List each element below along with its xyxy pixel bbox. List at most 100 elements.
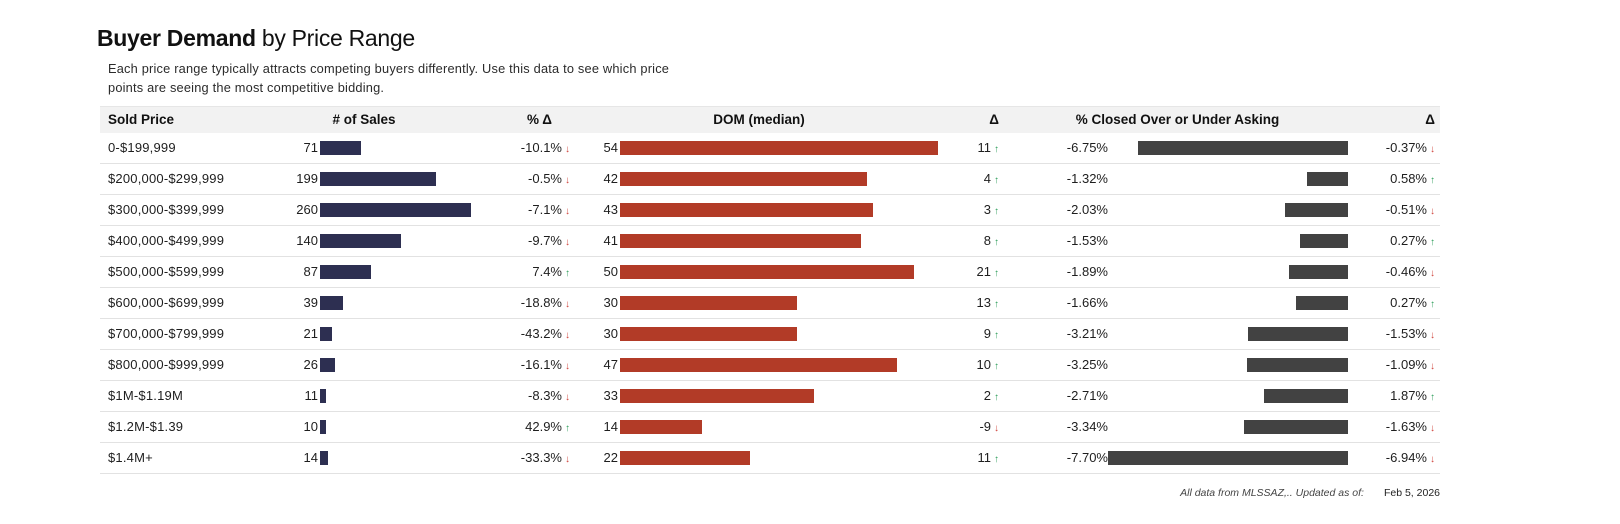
closed-delta: -1.53% ↓ [1350, 326, 1440, 341]
sales-bar-cell [318, 226, 478, 256]
table-row: $1.4M+ 14 -33.3% ↓ 22 11 ↑ -7.70% -6.94% ↓ [100, 443, 1440, 474]
closed-delta-value: 1.87% [1390, 388, 1427, 404]
sales-count: 71 [303, 140, 318, 156]
sales-pct-change-value: -0.5% [528, 171, 562, 187]
sales-pct-change-value: -33.3% [520, 450, 562, 466]
price-range-label: $500,000-$599,999 [108, 264, 225, 280]
dom-delta: 2 ↑ [948, 388, 1005, 403]
page-title: Buyer Demand by Price Range [97, 26, 1440, 50]
closed-bar [1108, 450, 1348, 465]
down-arrow-icon: ↓ [1430, 206, 1435, 218]
dom-bar-cell [618, 412, 948, 442]
closed-pct-value: -1.32% [1066, 171, 1108, 187]
sales-pct-change: 42.9% ↑ [478, 419, 570, 434]
dom-delta: 4 ↑ [948, 171, 1005, 186]
table-row: $400,000-$499,999 140 -9.7% ↓ 41 8 ↑ -1.53% 0.27… [100, 226, 1440, 257]
closed-bar [1300, 233, 1348, 248]
dom-bar [620, 326, 797, 341]
sales-count: 11 [304, 388, 319, 404]
sales-pct-change-value: -8.3% [528, 388, 562, 404]
closed-delta-value: -1.53% [1385, 326, 1427, 342]
sales-count: 10 [303, 419, 318, 435]
sales-pct-change-value: -9.7% [528, 233, 562, 249]
dom-bar [620, 171, 867, 186]
table-row: 0-$199,999 71 -10.1% ↓ 54 11 ↑ -6.75% -0.37% ↓ [100, 133, 1440, 164]
dom-bar [620, 140, 938, 155]
closed-pct-value: -3.34% [1066, 419, 1108, 435]
dom-bar-cell [618, 226, 948, 256]
closed-delta: -0.51% ↓ [1350, 202, 1440, 217]
sales-bar [320, 326, 332, 341]
sales-bar [320, 357, 335, 372]
closed-delta: -6.94% ↓ [1350, 450, 1440, 465]
closed-pct-value: -2.71% [1066, 388, 1108, 404]
closed-delta-value: -0.51% [1385, 202, 1427, 218]
dom-delta: 3 ↑ [948, 202, 1005, 217]
closed-bar [1264, 388, 1348, 403]
down-arrow-icon: ↓ [1430, 423, 1435, 435]
closed-bar [1248, 326, 1348, 341]
price-range-label: $200,000-$299,999 [108, 171, 225, 187]
dom-delta: 21 ↑ [948, 264, 1005, 279]
up-arrow-icon: ↑ [1430, 237, 1435, 249]
dom-value: 43 [603, 202, 618, 218]
dom-bar-cell [618, 133, 948, 163]
sales-bar-cell [318, 381, 478, 411]
sales-pct-change: -10.1% ↓ [478, 140, 570, 155]
sales-count: 260 [296, 202, 318, 218]
sales-count: 199 [296, 171, 318, 187]
column-header-closed-delta: Δ [1425, 112, 1435, 128]
closed-bar-cell [1108, 412, 1350, 442]
closed-delta: 0.27% ↑ [1350, 295, 1440, 310]
dom-value: 14 [603, 419, 618, 435]
up-arrow-icon: ↑ [994, 392, 999, 404]
closed-bar-cell [1108, 226, 1350, 256]
column-header-pct-delta: % Δ [527, 112, 552, 128]
sales-bar-cell [318, 133, 478, 163]
closed-bar [1138, 140, 1348, 155]
dom-delta-value: 2 [983, 388, 991, 404]
sales-pct-change-value: -10.1% [520, 140, 562, 156]
dom-value: 50 [603, 264, 618, 280]
closed-bar-cell [1108, 257, 1350, 287]
down-arrow-icon: ↓ [1430, 268, 1435, 280]
dom-delta-value: 9 [983, 326, 991, 342]
price-range-label: $400,000-$499,999 [108, 233, 225, 249]
closed-pct-value: -1.66% [1066, 295, 1108, 311]
dom-bar [620, 295, 797, 310]
sales-bar [320, 388, 326, 403]
sales-count: 87 [303, 264, 318, 280]
dom-bar-cell [618, 443, 948, 473]
closed-delta: 1.87% ↑ [1350, 388, 1440, 403]
up-arrow-icon: ↑ [994, 330, 999, 342]
dom-bar-cell [618, 319, 948, 349]
closed-delta: -0.37% ↓ [1350, 140, 1440, 155]
page-title-bold: Buyer Demand [97, 25, 256, 51]
up-arrow-icon: ↑ [994, 454, 999, 466]
closed-bar [1285, 202, 1348, 217]
closed-delta: -0.46% ↓ [1350, 264, 1440, 279]
up-arrow-icon: ↑ [994, 361, 999, 373]
sales-bar [320, 264, 371, 279]
sales-pct-change: -8.3% ↓ [478, 388, 570, 403]
closed-delta-value: 0.27% [1390, 233, 1427, 249]
closed-delta-value: -1.09% [1385, 357, 1427, 373]
dom-bar [620, 388, 814, 403]
dom-bar-cell [618, 381, 948, 411]
subtitle: Each price range typically attracts comp… [108, 61, 670, 96]
table-body: 0-$199,999 71 -10.1% ↓ 54 11 ↑ -6.75% -0.37% ↓ $20… [100, 133, 1440, 474]
down-arrow-icon: ↓ [565, 361, 570, 373]
dom-value: 22 [603, 450, 618, 466]
up-arrow-icon: ↑ [1430, 299, 1435, 311]
data-source-note: All data from MLSSAZ,.. Updated as of: [1180, 486, 1364, 499]
dom-delta-value: 11 [977, 140, 992, 156]
up-arrow-icon: ↑ [565, 423, 570, 435]
column-header-dom: DOM (median) [713, 112, 805, 128]
dom-delta: 11 ↑ [948, 140, 1005, 155]
closed-bar [1289, 264, 1348, 279]
sales-bar-cell [318, 412, 478, 442]
column-header-sold-price: Sold Price [108, 112, 175, 128]
closed-bar [1307, 171, 1348, 186]
sales-pct-change-value: -43.2% [520, 326, 562, 342]
column-header-closed: % Closed Over or Under Asking [1075, 112, 1280, 128]
